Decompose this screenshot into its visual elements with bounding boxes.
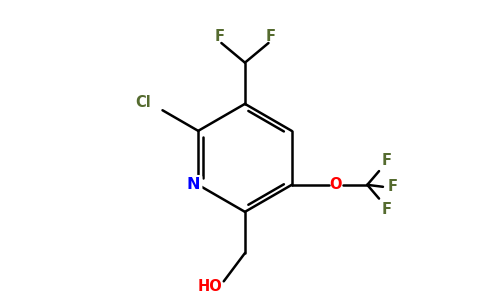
Text: F: F: [388, 179, 398, 194]
Text: Cl: Cl: [135, 95, 151, 110]
Text: O: O: [330, 177, 342, 192]
Text: N: N: [186, 177, 200, 192]
Text: F: F: [382, 202, 392, 217]
Text: F: F: [265, 28, 275, 44]
Text: HO: HO: [197, 279, 222, 294]
Text: F: F: [382, 153, 392, 168]
Text: F: F: [214, 28, 225, 44]
